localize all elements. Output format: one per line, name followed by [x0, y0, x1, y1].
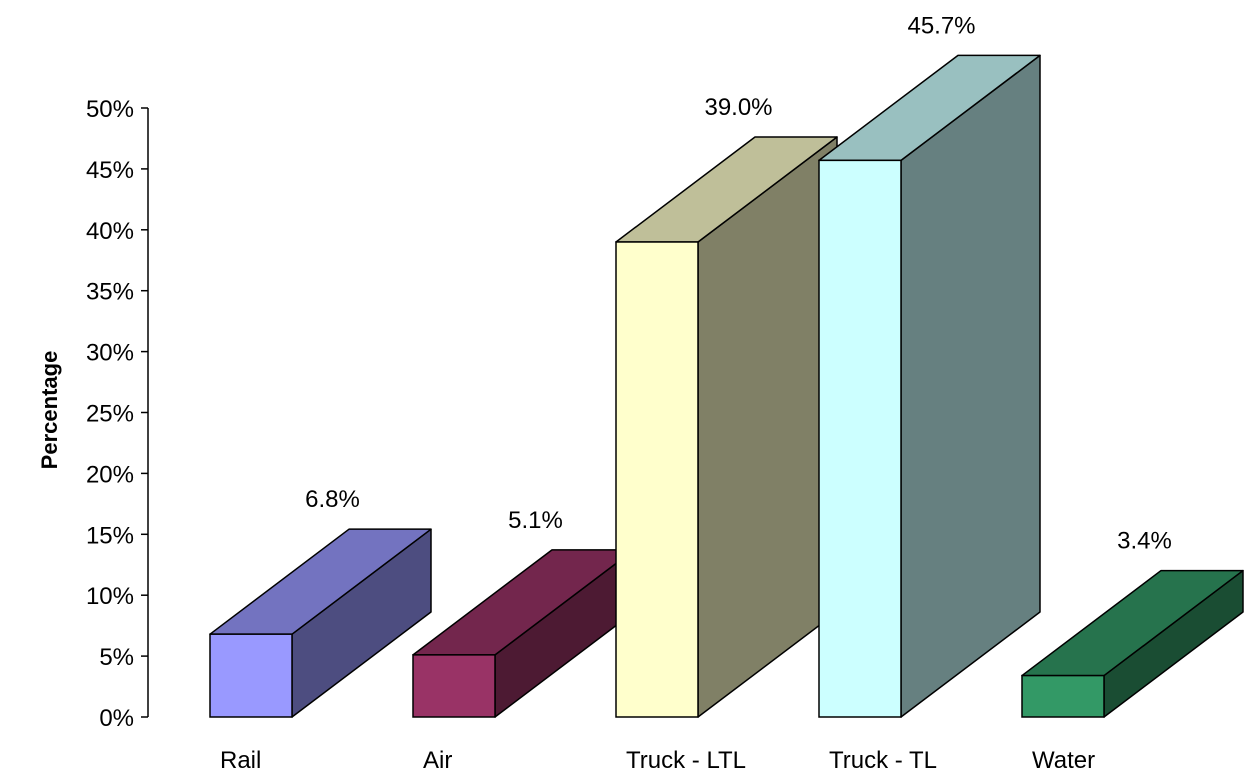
bar — [412, 549, 635, 718]
y-tick-label: 5% — [99, 644, 134, 671]
category-label: Air — [423, 747, 452, 774]
bars — [209, 54, 1244, 718]
y-tick-label: 40% — [86, 218, 134, 245]
data-label: 6.8% — [305, 486, 360, 513]
bar-front-face — [1021, 674, 1105, 718]
y-tick-label: 20% — [86, 461, 134, 488]
data-label: 39.0% — [704, 94, 772, 121]
bar-side-face — [900, 54, 1041, 718]
y-axis: 0% 5% 10% 15% 20% 25% 30% 35% 40% 45% 50% — [86, 96, 149, 732]
category-label: Water — [1032, 747, 1095, 774]
y-tick-label: 25% — [86, 401, 134, 428]
bar — [615, 136, 838, 718]
y-axis-title: Percentage — [37, 351, 62, 470]
bar — [209, 528, 432, 718]
data-labels: 6.8% 5.1% 39.0% 45.7% 3.4% — [305, 12, 1172, 554]
y-tick-label: 15% — [86, 522, 134, 549]
data-label: 45.7% — [907, 12, 975, 39]
y-tick-label: 10% — [86, 583, 134, 610]
category-label: Truck - TL — [829, 747, 937, 774]
y-tick-label: 50% — [86, 96, 134, 123]
category-labels: Rail Air Truck - LTL Truck - TL Water — [220, 747, 1095, 774]
y-tick-label: 45% — [86, 157, 134, 184]
bar — [818, 54, 1041, 718]
y-tick-label: 30% — [86, 340, 134, 367]
y-tick-label: 35% — [86, 279, 134, 306]
bar-front-face — [615, 241, 699, 718]
data-label: 3.4% — [1117, 528, 1172, 555]
bar-front-face — [818, 159, 902, 718]
data-label: 5.1% — [508, 507, 563, 534]
y-tick-label: 0% — [99, 705, 134, 732]
bar — [1021, 569, 1244, 718]
category-label: Truck - LTL — [626, 747, 746, 774]
bar-front-face — [209, 633, 293, 718]
bar-front-face — [412, 654, 496, 718]
category-label: Rail — [220, 747, 261, 774]
